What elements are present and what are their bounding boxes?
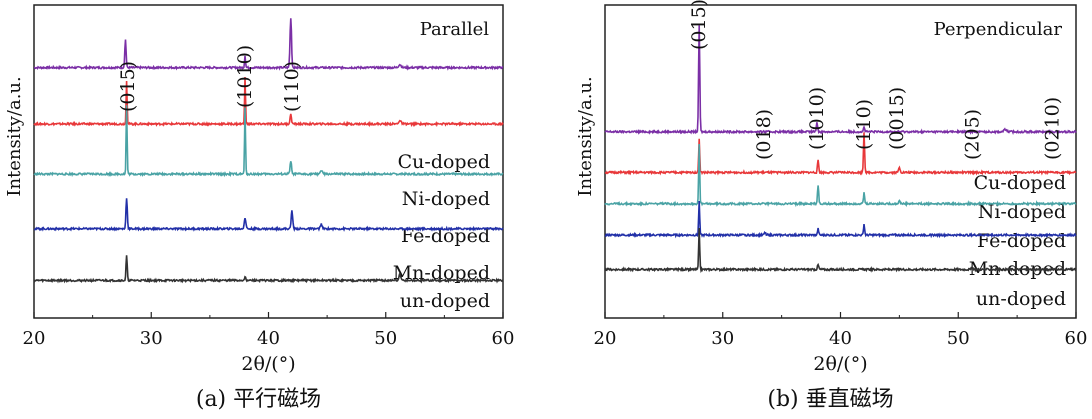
series-label: Fe-doped [977, 230, 1066, 252]
x-tick-label: 50 [374, 328, 397, 349]
x-tick-label: 40 [257, 328, 280, 349]
peak-label: (110) [853, 99, 875, 150]
series-line-ni-doped [33, 76, 504, 128]
series-label: Cu-doped [398, 151, 490, 173]
peak-label: (110) [281, 61, 303, 112]
x-tick-label: 30 [711, 328, 734, 349]
series-label: Cu-doped [974, 172, 1066, 194]
peak-label: (015) [117, 61, 139, 112]
panel-b-title: Perpendicular [934, 19, 1063, 40]
x-tick-label: 20 [594, 328, 617, 349]
panel-a-series: Cu-doped Ni-doped Fe-doped Mn-doped un-doped [33, 18, 504, 312]
series-line-mn-doped [604, 200, 1077, 239]
peak-label: (0015) [886, 87, 908, 150]
series-label: Mn-doped [393, 262, 490, 284]
peak-label: (0210) [1041, 97, 1063, 160]
series-label: un-doped [400, 290, 490, 312]
x-tick-label: 30 [140, 328, 163, 349]
series-label: un-doped [976, 288, 1066, 310]
x-tick-label: 60 [492, 328, 515, 349]
panel-b-x-ticks: 20 30 40 50 60 [594, 312, 1088, 349]
series-line-fe-doped [33, 105, 504, 178]
panel-a-caption: (a) 平行磁场 [196, 387, 321, 412]
peak-label: (018) [753, 109, 775, 160]
panel-b-y-axis-label: Intensity/a.u. [575, 76, 596, 196]
series-label: Fe-doped [401, 225, 490, 247]
series-line-un-doped [604, 227, 1077, 274]
panel-a-peak-labels: (015) (1010) (110) [117, 45, 303, 112]
series-line-fe-doped [604, 143, 1077, 208]
series-label: Ni-doped [402, 188, 490, 210]
series-line-ni-doped [604, 132, 1077, 176]
panel-b: 20 30 40 50 60 Cu-dopedNi-dopedFe-dopedMn-do… [575, 0, 1087, 412]
series-line-cu-doped [604, 25, 1077, 135]
panel-b-caption: (b) 垂直磁场 [767, 387, 893, 412]
x-tick-label: 50 [947, 328, 970, 349]
peak-label: (1010) [806, 87, 828, 150]
peak-label: (205) [961, 109, 983, 160]
x-tick-label: 60 [1065, 328, 1088, 349]
panel-a-x-axis-label: 2θ/(°) [241, 353, 295, 375]
x-tick-label: 40 [829, 328, 852, 349]
peak-label: (015) [688, 0, 710, 50]
panel-a-title: Parallel [420, 19, 490, 40]
series-line-cu-doped [33, 18, 504, 71]
panel-b-x-axis-label: 2θ/(°) [813, 353, 867, 375]
panel-b-peak-labels: (015) (018) (1010) (110) (0015) (205) (0210) [688, 0, 1063, 160]
panel-a-y-axis-label: Intensity/a.u. [4, 76, 25, 196]
panel-a-x-ticks: 20 30 40 50 60 [23, 312, 515, 349]
series-label: Ni-doped [978, 201, 1066, 223]
series-line-mn-doped [33, 198, 504, 233]
peak-label: (1010) [234, 45, 256, 108]
series-line-un-doped [33, 255, 504, 284]
panel-a: 20 30 40 50 60 Cu-doped Ni-doped Fe-doped Mn-do… [4, 4, 515, 412]
x-tick-label: 20 [23, 328, 46, 349]
